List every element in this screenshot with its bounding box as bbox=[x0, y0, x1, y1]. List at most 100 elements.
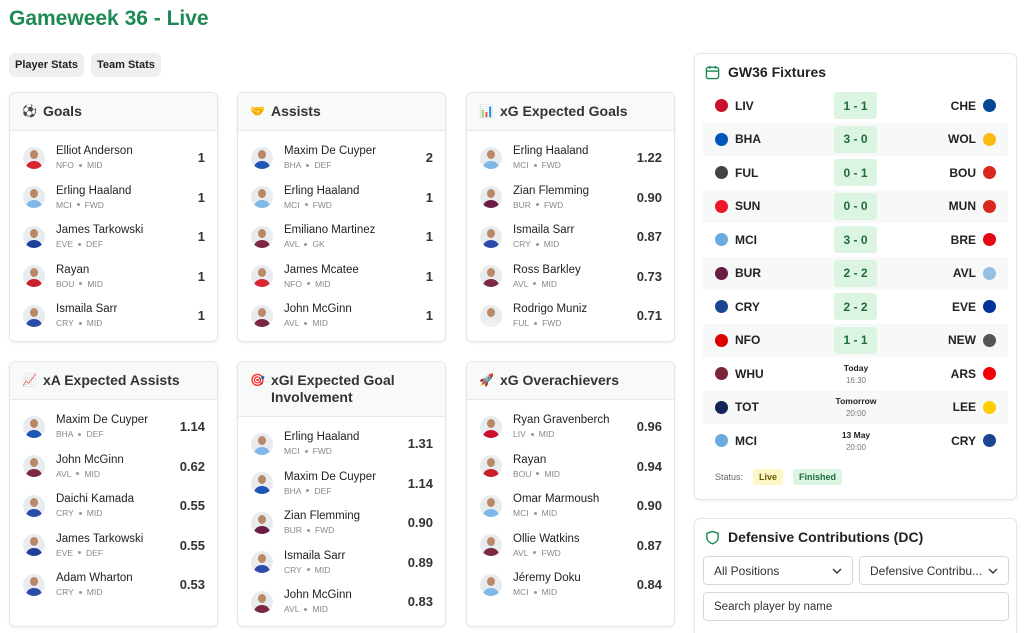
fixture-row[interactable]: NFO 1 - 1 NEW bbox=[703, 323, 1008, 357]
fixture-row[interactable]: CRY 2 - 2 EVE bbox=[703, 290, 1008, 324]
player-team: BHA bbox=[56, 429, 74, 440]
player-info: Erling Haaland MCI FWD bbox=[284, 185, 426, 210]
card-title: xG Overachievers bbox=[499, 372, 620, 388]
player-name: Emiliano Martinez bbox=[284, 224, 376, 237]
player-row[interactable]: Zian Flemming BUR FWD 0.90 bbox=[467, 178, 674, 218]
player-position: MID bbox=[312, 604, 329, 615]
team-crest bbox=[715, 300, 728, 314]
separator-dot bbox=[78, 511, 82, 515]
player-row[interactable]: Ismaila Sarr CRY MID 1 bbox=[10, 296, 217, 336]
player-row[interactable]: Maxim De Cuyper BHA DEF 1.14 bbox=[10, 407, 217, 447]
fixture-row[interactable]: BUR 2 - 2 AVL bbox=[703, 256, 1008, 290]
home-team: NFO bbox=[715, 333, 760, 347]
player-row[interactable]: James Mcatee NFO MID 1 bbox=[238, 257, 445, 297]
player-meta: CRY MID bbox=[56, 587, 180, 597]
fixture-row[interactable]: LIV 1 - 1 CHE bbox=[703, 89, 1008, 123]
player-avatar bbox=[251, 225, 273, 248]
team-code: CRY bbox=[735, 299, 760, 314]
stat-value: 0.90 bbox=[636, 498, 662, 514]
stat-card: 🚀 xG Overachievers Ryan Gravenberch LIV MID 0… bbox=[466, 361, 675, 627]
player-info: Ismaila Sarr CRY MID bbox=[284, 550, 408, 575]
tab-button[interactable]: Player Stats bbox=[9, 53, 84, 77]
card-header: 📊 xG Expected Goals bbox=[467, 93, 674, 131]
fixture-row[interactable]: WHU Today 16:30 ARS bbox=[703, 357, 1008, 391]
position-select[interactable]: All Positions bbox=[703, 556, 853, 585]
fixture-row[interactable]: BHA 3 - 0 WOL bbox=[703, 122, 1008, 156]
player-avatar bbox=[251, 265, 273, 288]
team-crest bbox=[715, 132, 728, 146]
player-row[interactable]: Omar Marmoush MCI MID 0.90 bbox=[467, 486, 674, 526]
score-box: 0 - 1 bbox=[834, 159, 877, 187]
stat-value: 1.22 bbox=[636, 150, 662, 166]
player-row[interactable]: Erling Haaland MCI FWD 1.22 bbox=[467, 138, 674, 178]
player-avatar bbox=[480, 146, 502, 169]
away-team: BRE bbox=[951, 233, 996, 247]
fixture-row[interactable]: TOT Tomorrow 20:00 LEE bbox=[703, 390, 1008, 424]
player-avatar bbox=[23, 415, 45, 438]
player-row[interactable]: Jéremy Doku MCI MID 0.84 bbox=[467, 565, 674, 605]
player-position: MID bbox=[314, 278, 331, 289]
fixture-row[interactable]: FUL 0 - 1 BOU bbox=[703, 156, 1008, 190]
player-info: Jéremy Doku MCI MID bbox=[513, 572, 637, 597]
player-row[interactable]: Zian Flemming BUR FWD 0.90 bbox=[238, 503, 445, 543]
player-row[interactable]: Ismaila Sarr CRY MID 0.89 bbox=[238, 543, 445, 583]
fixture-row[interactable]: MCI 3 - 0 BRE bbox=[703, 223, 1008, 257]
kickoff: Today 16:30 bbox=[825, 363, 887, 385]
score-box: 3 - 0 bbox=[834, 226, 877, 254]
player-team: AVL bbox=[284, 239, 300, 250]
player-position: MID bbox=[86, 318, 103, 329]
player-position: FWD bbox=[542, 318, 562, 329]
player-row[interactable]: Elliot Anderson NFO MID 1 bbox=[10, 138, 217, 178]
player-row[interactable]: Erling Haaland MCI FWD 1 bbox=[10, 178, 217, 218]
player-list: Elliot Anderson NFO MID 1 Erling Haaland MCI F… bbox=[10, 131, 217, 336]
card-title: xGI Expected Goal Involvement bbox=[270, 372, 395, 405]
player-row[interactable]: Erling Haaland MCI FWD 1.31 bbox=[238, 424, 445, 464]
shield-icon bbox=[706, 530, 719, 545]
tab-button[interactable]: Team Stats bbox=[90, 53, 161, 77]
player-position: FWD bbox=[84, 199, 104, 210]
player-row[interactable]: James Tarkowski EVE DEF 0.55 bbox=[10, 526, 217, 566]
player-meta: BOU MID bbox=[513, 469, 637, 479]
stat-value: 0.62 bbox=[179, 458, 205, 474]
player-avatar bbox=[480, 573, 502, 596]
player-row[interactable]: Maxim De Cuyper BHA DEF 2 bbox=[238, 138, 445, 178]
select-text: All Positions bbox=[714, 563, 780, 578]
search-input[interactable]: Search player by name bbox=[703, 592, 1009, 621]
player-row[interactable]: James Tarkowski EVE DEF 1 bbox=[10, 217, 217, 257]
home-team: TOT bbox=[715, 400, 759, 414]
player-row[interactable]: Daichi Kamada CRY MID 0.55 bbox=[10, 486, 217, 526]
player-row[interactable]: Ross Barkley AVL MID 0.73 bbox=[467, 257, 674, 297]
player-row[interactable]: John McGinn AVL MID 0.62 bbox=[10, 447, 217, 487]
player-row[interactable]: John McGinn AVL MID 0.83 bbox=[238, 582, 445, 622]
player-name: Zian Flemming bbox=[513, 184, 590, 197]
player-row[interactable]: Ryan Gravenberch LIV MID 0.96 bbox=[467, 407, 674, 447]
player-row[interactable]: Rodrigo Muniz FUL FWD 0.71 bbox=[467, 296, 674, 336]
separator-dot bbox=[534, 321, 538, 325]
stat-value: 1.14 bbox=[407, 475, 433, 491]
metric-select[interactable]: Defensive Contribu... bbox=[859, 556, 1009, 585]
kickoff-time: 20:00 bbox=[845, 442, 867, 452]
player-row[interactable]: Rayan BOU MID 0.94 bbox=[467, 447, 674, 487]
kickoff-time: 16:30 bbox=[845, 375, 867, 385]
player-name: Maxim De Cuyper bbox=[56, 414, 149, 427]
stat-value: 1 bbox=[197, 268, 205, 284]
player-row[interactable]: Ollie Watkins AVL FWD 0.87 bbox=[467, 526, 674, 566]
player-name: Rayan bbox=[513, 453, 547, 466]
player-row[interactable]: Erling Haaland MCI FWD 1 bbox=[238, 178, 445, 218]
player-meta: AVL MID bbox=[284, 318, 426, 328]
player-row[interactable]: John McGinn AVL MID 1 bbox=[238, 296, 445, 336]
player-row[interactable]: Rayan BOU MID 1 bbox=[10, 257, 217, 297]
home-team: CRY bbox=[715, 300, 760, 314]
stat-value: 0.87 bbox=[636, 229, 662, 245]
player-team: CRY bbox=[56, 587, 74, 598]
player-row[interactable]: Emiliano Martinez AVL GK 1 bbox=[238, 217, 445, 257]
player-row[interactable]: Ismaila Sarr CRY MID 0.87 bbox=[467, 217, 674, 257]
stat-value: 0.83 bbox=[407, 594, 433, 610]
player-row[interactable]: Adam Wharton CRY MID 0.53 bbox=[10, 565, 217, 605]
fixture-row[interactable]: MCI 13 May 20:00 CRY bbox=[703, 424, 1008, 458]
fixture-row[interactable]: SUN 0 - 0 MUN bbox=[703, 189, 1008, 223]
team-crest bbox=[715, 400, 728, 414]
player-info: James Mcatee NFO MID bbox=[284, 264, 426, 289]
player-row[interactable]: Maxim De Cuyper BHA DEF 1.14 bbox=[238, 464, 445, 504]
team-crest bbox=[983, 400, 996, 414]
